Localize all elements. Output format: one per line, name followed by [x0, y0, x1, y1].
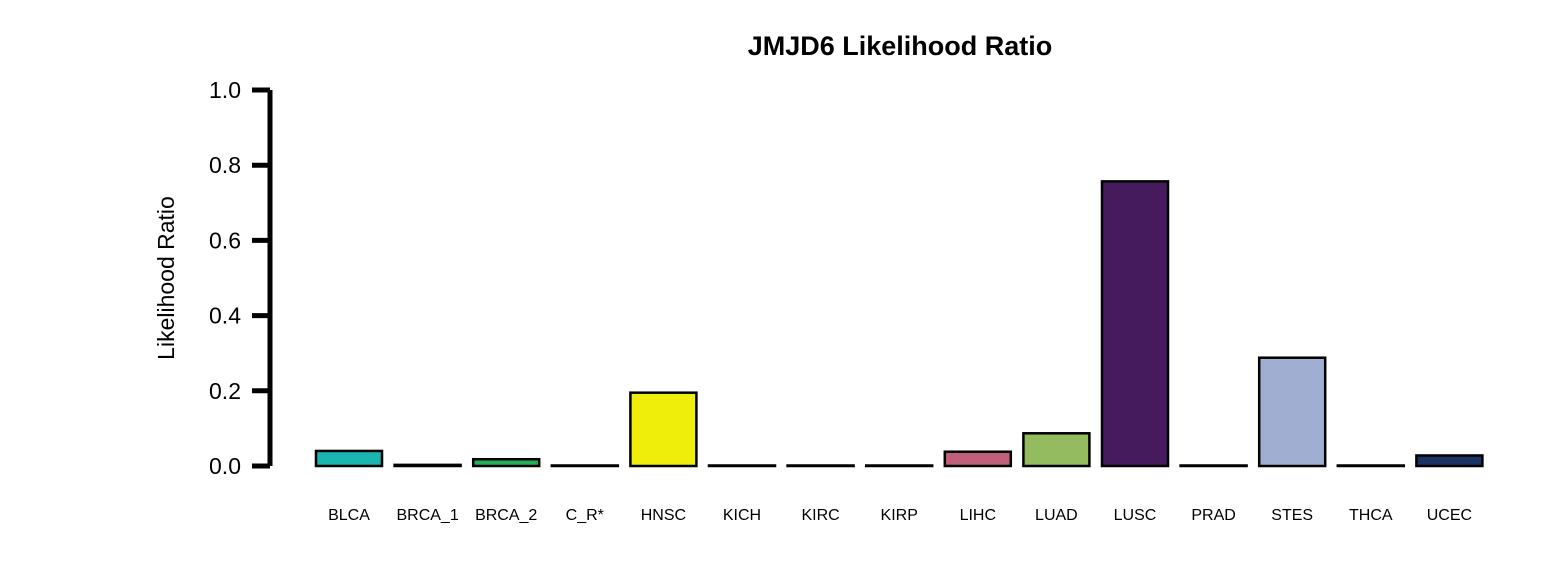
bar-c-r-	[550, 464, 620, 468]
x-tick-label: LUSC	[1114, 507, 1157, 524]
bar-brca-1	[393, 463, 462, 468]
bar-kirp	[864, 464, 934, 468]
bar-stes	[1257, 356, 1327, 468]
y-axis-label: Likelihood Ratio	[153, 196, 179, 360]
bar-prad	[1179, 464, 1248, 468]
x-tick-label: LUAD	[1035, 507, 1078, 524]
bars	[314, 180, 1484, 468]
y-tick-label: 0.4	[209, 303, 241, 329]
x-tick-label: KIRC	[801, 507, 839, 524]
bar-luad	[1022, 432, 1091, 468]
bar-thca	[1336, 464, 1406, 468]
x-tick-label: BRCA_2	[475, 507, 537, 524]
bar-hnsc	[629, 391, 698, 468]
x-tick-label: KICH	[723, 507, 761, 524]
x-tick-label: THCA	[1349, 507, 1393, 524]
x-tick-label: KIRP	[881, 507, 918, 524]
x-tick-label: PRAD	[1191, 507, 1235, 524]
y-tick-label: 0.0	[209, 453, 241, 479]
x-tick-label: STES	[1271, 507, 1313, 524]
bar-lusc	[1100, 180, 1170, 468]
bar-blca	[314, 449, 384, 468]
y-tick-label: 0.8	[209, 152, 241, 178]
bar-kich	[707, 464, 777, 468]
y-tick-label: 0.6	[209, 227, 241, 253]
x-tick-label: UCEC	[1427, 507, 1472, 524]
bar-kirc	[786, 464, 855, 468]
bar-lihc	[943, 450, 1013, 468]
x-tick-label: HNSC	[641, 507, 686, 524]
x-tick-label: C_R*	[566, 507, 604, 524]
x-tick-label: BLCA	[328, 507, 370, 524]
bar-brca-2	[471, 457, 541, 468]
y-tick-label: 1.0	[209, 77, 241, 103]
x-tick-label: BRCA_1	[396, 507, 458, 524]
bar-ucec	[1415, 454, 1484, 468]
x-axis-ticks: BLCA BRCA_1 BRCA_2 C_R* HNSC KICH KIRC KIRP LIHC…	[328, 507, 1472, 524]
y-tick-label: 0.2	[209, 378, 241, 404]
x-tick-label: LIHC	[960, 507, 996, 524]
y-axis: 0.0 0.2 0.4 0.6 0.8 1.0	[209, 77, 273, 479]
chart-title: JMJD6 Likelihood Ratio	[748, 31, 1053, 61]
